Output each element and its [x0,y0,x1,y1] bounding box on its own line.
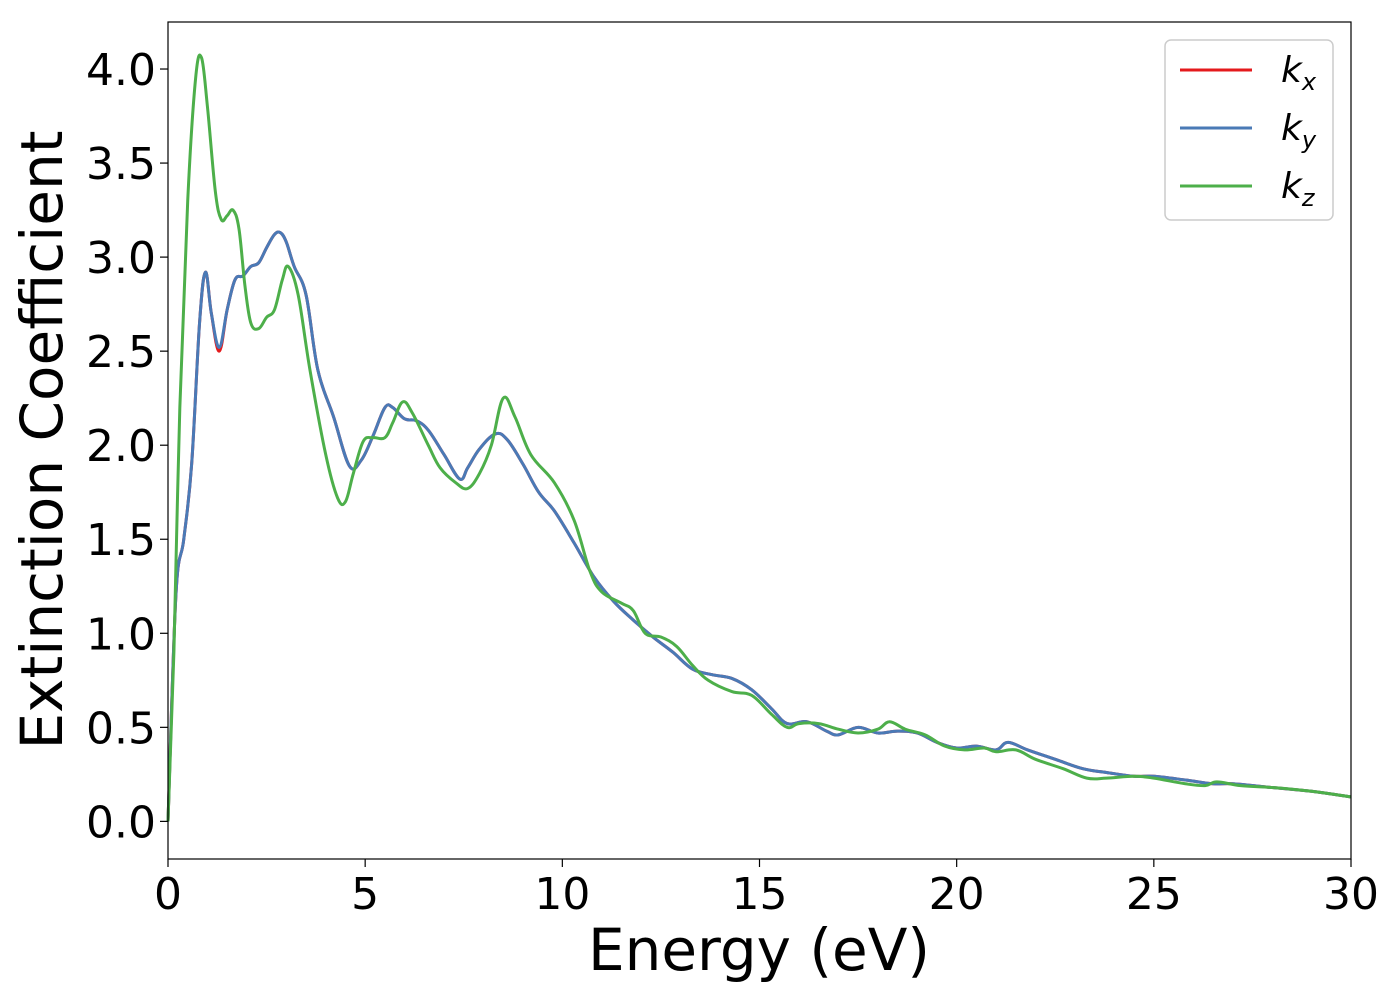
y-tick-label: 2.0 [86,421,156,472]
y-tick-label: 3.5 [86,139,156,190]
series-line-z [166,53,1352,822]
y-axis-ticks: 0.0 0.5 1.0 1.5 2.0 2.5 3.0 3.5 4.0 [86,45,168,848]
legend-label-base: k [1281,108,1304,149]
y-tick-label: 4.0 [86,45,156,96]
y-tick-label: 3.0 [86,233,156,284]
legend-label-subscript: z [1301,184,1316,212]
x-tick-label: 20 [929,869,985,920]
legend-label-base: k [1281,50,1304,91]
legend-label-base: k [1281,166,1304,207]
y-tick-label: 0.5 [86,703,156,754]
x-tick-label: 30 [1323,869,1379,920]
x-tick-label: 15 [732,869,788,920]
x-tick-label: 0 [154,869,182,920]
legend-label-subscript: y [1301,126,1317,154]
series-layer [166,53,1352,822]
y-axis-label: Extinction Coefficient [8,131,76,750]
x-tick-label: 10 [534,869,590,920]
y-tick-label: 1.0 [86,609,156,660]
series-line-y [166,230,1352,822]
y-tick-label: 1.5 [86,515,156,566]
legend-frame [1164,39,1334,221]
legend-label-y: ky [1281,108,1317,154]
x-axis-label: Energy (eV) [588,916,930,984]
x-tick-label: 25 [1126,869,1182,920]
legend-label-x: kx [1281,50,1317,96]
x-tick-label: 5 [351,869,379,920]
legend-label-z: kz [1281,166,1316,212]
x-axis-ticks: 0 5 10 15 20 25 30 [154,859,1379,920]
y-tick-label: 0.0 [86,797,156,848]
legend-label-subscript: x [1301,68,1317,96]
y-tick-label: 2.5 [86,327,156,378]
